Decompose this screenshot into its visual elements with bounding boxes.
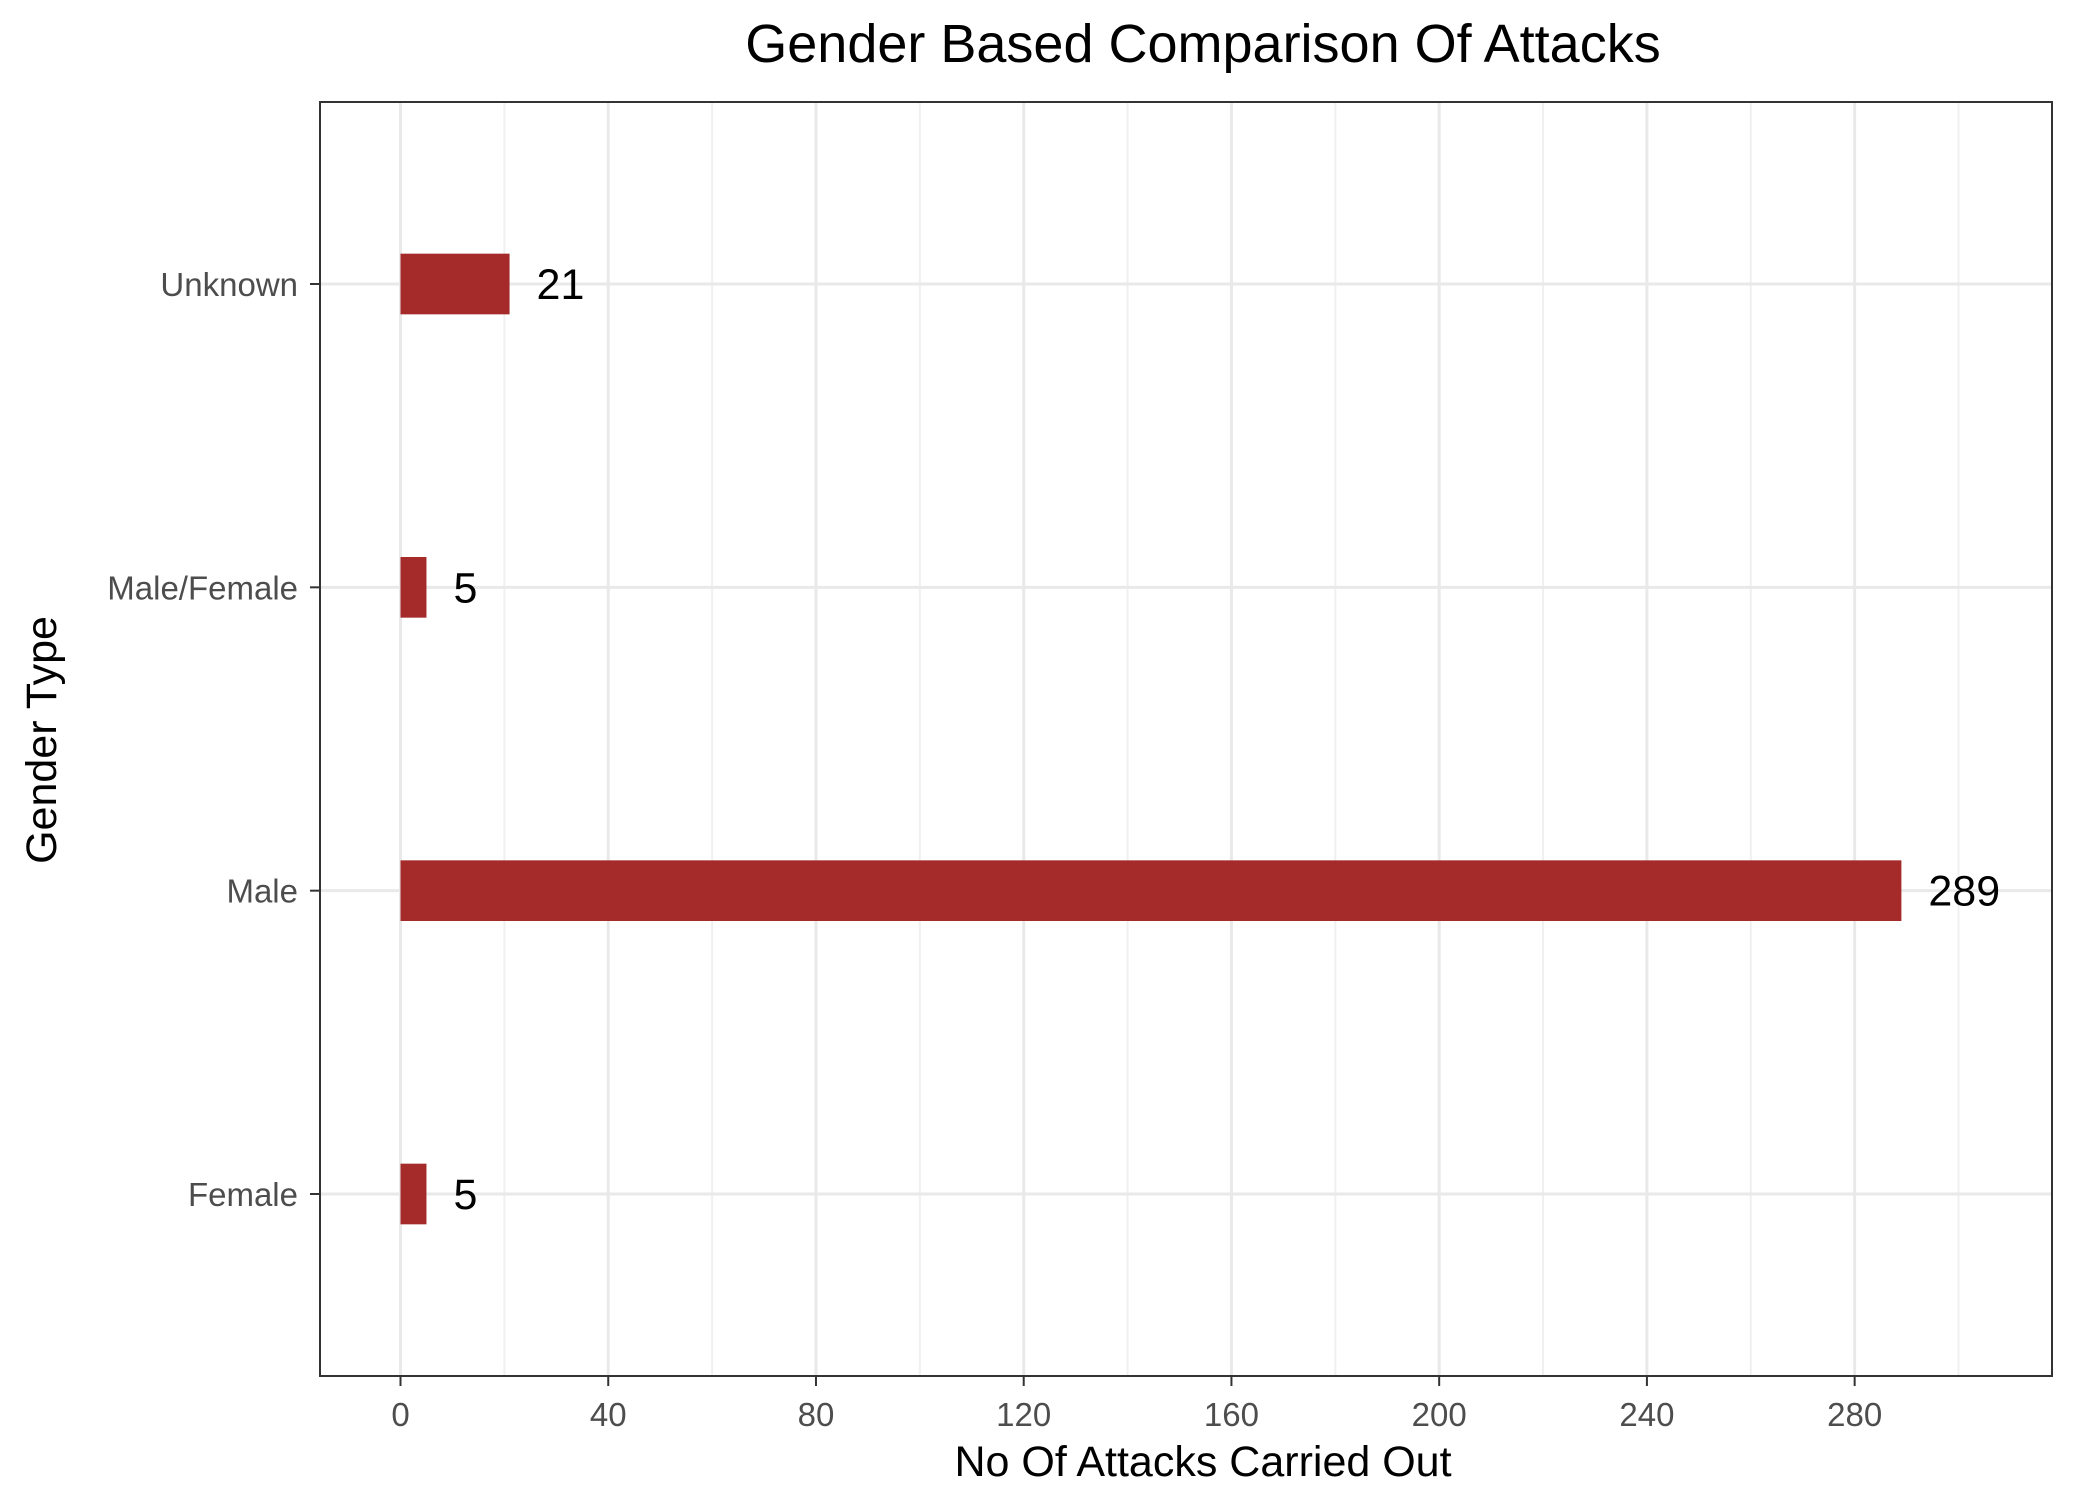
x-tick-label: 80	[798, 1396, 835, 1433]
x-tick-label: 200	[1412, 1396, 1467, 1433]
x-axis: 0 40 80 120 160 200 240 280	[391, 1376, 1882, 1433]
plot-panel-border	[319, 101, 2053, 1377]
x-tick-label: 280	[1827, 1396, 1882, 1433]
x-tick-label: 240	[1619, 1396, 1674, 1433]
data-label: 5	[453, 1171, 477, 1219]
x-tick-label: 40	[590, 1396, 627, 1433]
bar	[400, 860, 1902, 921]
data-label: 5	[453, 564, 477, 612]
y-tick-label: Female	[188, 1176, 298, 1213]
chart-title: Gender Based Comparison Of Attacks	[745, 14, 1660, 74]
bar	[400, 253, 510, 315]
y-tick-label: Male/Female	[107, 569, 298, 606]
x-axis-title: No Of Attacks Carried Out	[954, 1438, 1451, 1486]
data-labels: 5 289 5 21	[453, 261, 2000, 1219]
y-axis-title: Gender Type	[18, 616, 66, 864]
bar	[400, 557, 427, 618]
data-label: 289	[1928, 868, 2000, 916]
x-tick-label: 120	[996, 1396, 1051, 1433]
y-tick-label: Male	[226, 873, 298, 910]
data-label: 21	[537, 261, 585, 309]
y-tick-label: Unknown	[160, 266, 298, 303]
bar	[400, 1163, 427, 1225]
bars	[400, 253, 1902, 1225]
x-tick-label: 0	[391, 1396, 409, 1433]
x-tick-label: 160	[1204, 1396, 1259, 1433]
y-axis: Female Male Male/Female Unknown	[107, 266, 320, 1213]
